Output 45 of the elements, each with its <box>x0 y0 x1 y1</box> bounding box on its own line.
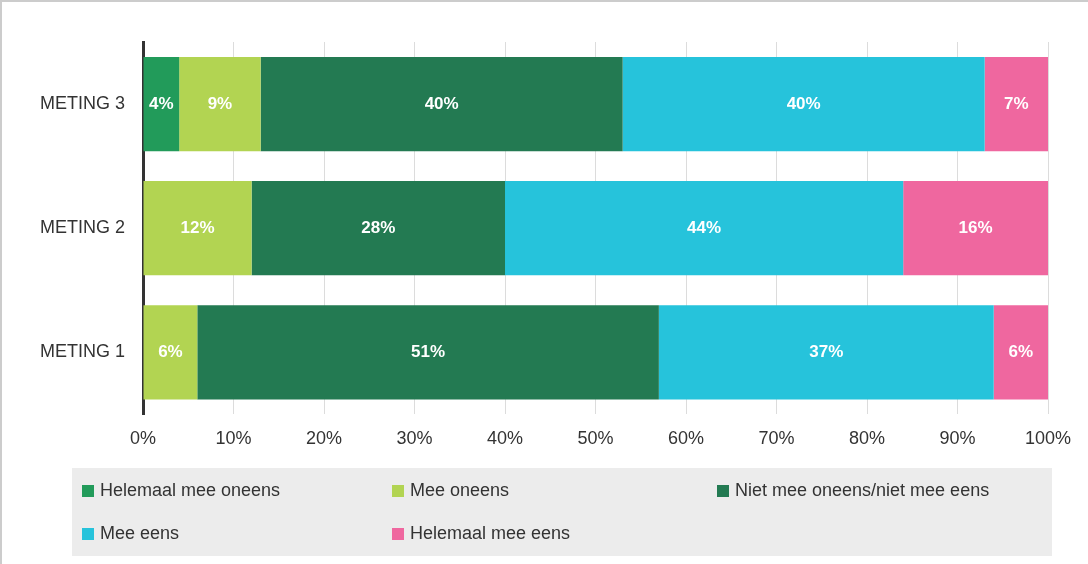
legend-label: Mee eens <box>100 523 180 544</box>
x-tick-label: 0% <box>130 428 157 449</box>
bar <box>984 56 1048 152</box>
data-label: 7% <box>1004 93 1029 113</box>
bar <box>658 305 994 400</box>
bar <box>179 56 261 152</box>
x-tick-label: 50% <box>577 428 614 449</box>
y-tick-label: METING 3 <box>39 93 126 114</box>
legend-label: Niet mee oneens/niet mee eens <box>735 480 990 501</box>
data-label: 28% <box>361 217 396 237</box>
data-label: 16% <box>958 217 993 237</box>
bar <box>197 305 659 400</box>
x-tick-label: 30% <box>396 428 433 449</box>
data-label: 40% <box>424 93 459 113</box>
x-tick-label: 20% <box>305 428 343 449</box>
bar <box>505 181 904 276</box>
bar <box>622 56 985 152</box>
data-label: 9% <box>207 93 233 113</box>
bar <box>143 56 180 152</box>
y-tick-label: METING 1 <box>39 341 126 362</box>
bar <box>251 181 506 276</box>
x-tick-label: 90% <box>939 428 976 449</box>
y-tick-label: METING 2 <box>39 217 126 238</box>
data-label: 6% <box>158 342 183 362</box>
bar <box>260 56 623 152</box>
legend-label: Helemaal mee oneens <box>100 480 281 501</box>
data-label: 44% <box>687 217 722 237</box>
x-tick-label: 40% <box>486 428 524 449</box>
x-tick-label: 10% <box>215 428 252 449</box>
x-tick-label: 70% <box>758 428 795 449</box>
data-label: 12% <box>180 217 215 237</box>
x-tick-label: 80% <box>848 428 886 449</box>
legend-label: Helemaal mee eens <box>410 523 571 544</box>
bar <box>143 181 252 276</box>
x-tick-label: 60% <box>667 428 705 449</box>
data-label: 4% <box>149 93 174 113</box>
bar <box>143 305 198 400</box>
data-label: 40% <box>786 93 821 113</box>
bar <box>903 181 1048 276</box>
legend-label: Mee oneens <box>410 480 510 501</box>
data-label: 6% <box>1008 342 1034 362</box>
bar <box>993 305 1048 400</box>
data-label: 51% <box>411 342 446 362</box>
data-label: 37% <box>809 342 844 362</box>
x-tick-label: 100% <box>1024 428 1072 449</box>
